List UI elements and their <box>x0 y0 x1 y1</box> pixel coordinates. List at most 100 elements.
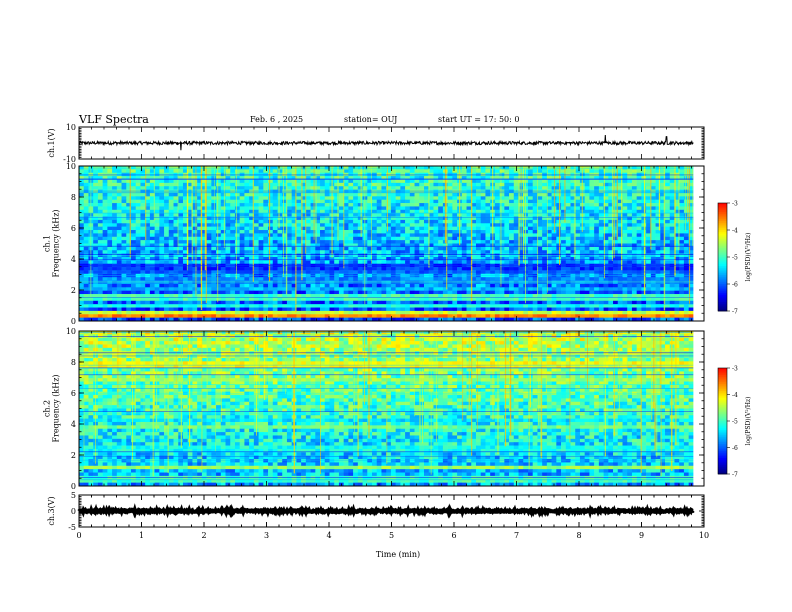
spectrogram-cell <box>253 267 259 271</box>
spectrogram-cell <box>282 206 288 211</box>
spectrogram-cell <box>211 182 217 187</box>
spectrogram-cell <box>419 182 425 187</box>
spectrogram-cell <box>589 253 595 258</box>
spectrogram-cell <box>159 179 165 184</box>
spectrogram-cell <box>145 172 151 177</box>
spectrogram-cell <box>258 283 264 288</box>
spectrogram-cell <box>608 203 614 207</box>
spectrogram-cell <box>348 216 354 221</box>
spectrogram-cell <box>428 267 434 271</box>
spectrogram-cell <box>537 236 543 241</box>
spectrogram-cell <box>268 216 274 221</box>
spectrogram-cell <box>457 287 463 291</box>
spectrogram-cell <box>93 290 99 295</box>
spectrogram-cell <box>669 240 675 244</box>
spectrogram-cell <box>225 176 231 180</box>
spectrogram-cell <box>372 260 378 265</box>
spectrogram-cell <box>197 230 203 234</box>
spectrogram-cell <box>201 277 207 281</box>
spectrogram-cell <box>135 253 141 258</box>
spectrogram-cell <box>320 186 326 190</box>
spectrogram-cell <box>79 226 85 231</box>
spectrogram-cell <box>268 213 274 217</box>
spectrogram-cell <box>116 226 122 231</box>
spectrogram-cell <box>542 176 548 180</box>
spectrogram-cell <box>164 233 170 238</box>
spectrogram-cell <box>97 206 103 211</box>
spectrogram-cell <box>655 172 661 177</box>
spectrogram-cell <box>357 186 363 190</box>
spectrogram-cell <box>320 240 326 244</box>
spectrogram-cell <box>475 270 482 275</box>
spectrogram-cell <box>381 230 387 234</box>
spectrogram-cell <box>409 196 415 200</box>
spectrogram-cell <box>589 230 595 234</box>
spectrogram-cell <box>197 209 203 214</box>
spectrogram-cell <box>679 203 685 207</box>
spectrogram-cell <box>428 166 434 170</box>
spectrogram-cell <box>343 287 349 291</box>
spectrogram-cell <box>613 176 619 180</box>
spectrogram-cell <box>263 280 269 285</box>
spectrogram-cell <box>93 179 99 184</box>
spectrogram-cell <box>301 192 307 197</box>
spectrogram-cell <box>277 267 283 271</box>
spectrogram-cell <box>570 250 576 254</box>
spectrogram-cell <box>405 166 411 170</box>
spectrogram-cell <box>140 226 146 231</box>
spectrogram-cell <box>305 182 311 187</box>
spectrogram-cell <box>376 219 382 224</box>
spectrogram-cell <box>154 260 160 265</box>
spectrogram-cell <box>565 216 571 221</box>
spectrogram-cell <box>277 182 283 187</box>
spectrogram-cell <box>178 250 184 254</box>
spectrogram-cell <box>622 199 628 204</box>
spectrogram-cell <box>565 256 571 261</box>
spectrogram-cell <box>433 246 439 251</box>
spectrogram-cell <box>575 206 581 211</box>
spectrogram-cell <box>466 172 472 177</box>
spectrogram-cell <box>546 206 552 211</box>
spectrogram-cell <box>249 189 255 194</box>
spectrogram-cell <box>627 256 633 261</box>
spectrogram-cell <box>646 192 652 197</box>
spectrogram-cell <box>527 230 533 234</box>
spectrogram-cell <box>268 169 274 174</box>
spectrogram-cell <box>636 209 642 214</box>
spectrogram-cell <box>220 176 226 180</box>
spectrogram-cell <box>405 280 411 285</box>
spectrogram-cell <box>164 243 170 248</box>
spectrogram-cell <box>272 196 278 200</box>
spectrogram-cell <box>353 182 359 187</box>
spectrogram-cell <box>305 246 311 251</box>
spectrogram-cell <box>102 253 108 258</box>
spectrogram-cell <box>338 186 344 190</box>
spectrogram-cell <box>546 277 552 281</box>
spectrogram-cell <box>509 203 515 207</box>
spectrogram-cell <box>485 287 491 291</box>
spectrogram-cell <box>509 213 515 217</box>
spectrogram-cell <box>367 233 373 238</box>
spectrogram-cell <box>674 179 680 184</box>
spectrogram-cell <box>253 233 259 238</box>
spectrogram-cell <box>320 256 326 261</box>
spectrogram-cell <box>258 206 264 211</box>
spectrogram-cell <box>504 236 510 241</box>
spectrogram-cell <box>135 209 141 214</box>
spectrogram-cell <box>220 216 226 221</box>
spectrogram-cell <box>641 267 647 271</box>
spectrogram-cell <box>343 253 349 258</box>
figure-title: VLF Spectra <box>78 113 149 126</box>
spectrogram-cell <box>405 250 411 254</box>
spectrogram-cell <box>310 196 316 200</box>
spectrogram-cell <box>239 283 245 288</box>
spectrogram-cell <box>130 236 137 241</box>
spectrogram-cell <box>277 179 283 184</box>
spectrogram-cell <box>206 267 212 271</box>
spectrogram-cell <box>315 179 321 184</box>
spectrogram-cell <box>305 236 311 241</box>
spectrogram-cell <box>409 203 415 207</box>
spectrogram-cell <box>83 223 89 227</box>
spectrogram-cell <box>509 182 515 187</box>
spectrogram-cell <box>683 267 689 271</box>
